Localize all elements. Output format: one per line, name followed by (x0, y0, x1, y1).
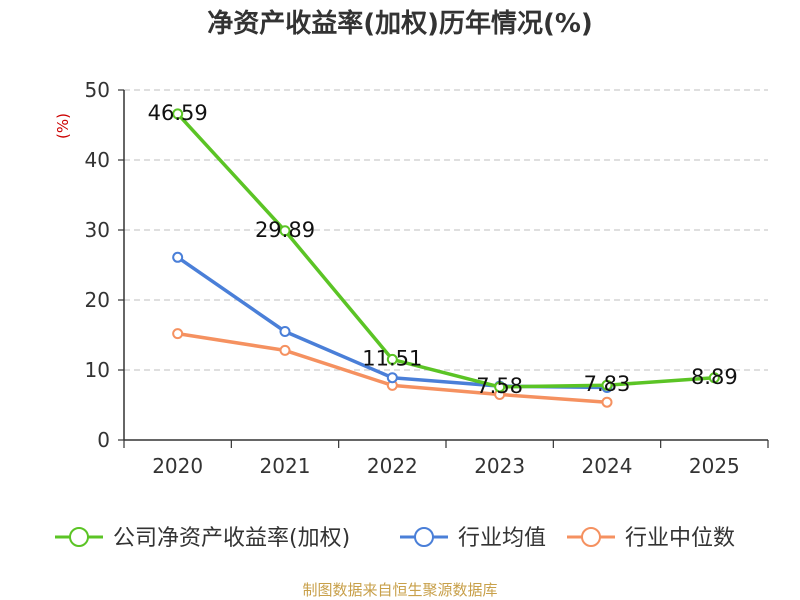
legend-label: 行业均值 (458, 526, 546, 551)
data-point[interactable] (386, 372, 398, 384)
x-tick-label: 2025 (689, 454, 740, 478)
y-tick-label: 10 (85, 358, 110, 382)
data-label: 8.89 (691, 365, 738, 389)
y-tick-label: 40 (85, 148, 110, 172)
y-tick-label: 30 (85, 218, 110, 242)
x-tick-label: 2020 (152, 454, 203, 478)
y-tick-label: 20 (85, 288, 110, 312)
data-labels: 46.59 29.89 11.51 7.58 7.83 8.89 (148, 101, 738, 398)
data-label: 7.58 (476, 374, 523, 398)
data-point[interactable] (279, 225, 291, 237)
x-tick-label: 2023 (474, 454, 525, 478)
y-tick-label: 0 (97, 428, 110, 452)
chart-title: 净资产收益率(加权)历年情况(%) (207, 8, 593, 39)
legend-label: 公司净资产收益率(加权) (113, 526, 350, 551)
source-note: 制图数据来自恒生聚源数据库 (302, 581, 497, 599)
data-label: 29.89 (255, 218, 315, 242)
legend-item[interactable]: 行业均值 (400, 526, 546, 551)
legend-marker (69, 527, 89, 547)
data-label: 7.83 (584, 372, 631, 396)
data-point[interactable] (172, 108, 184, 120)
data-label: 46.59 (148, 101, 208, 125)
data-point[interactable] (279, 344, 291, 356)
data-point[interactable] (386, 353, 398, 365)
series-layer (172, 108, 720, 408)
data-point[interactable] (601, 396, 613, 408)
data-label: 11.51 (362, 346, 422, 370)
data-point[interactable] (172, 328, 184, 340)
legend-label: 行业中位数 (625, 526, 735, 551)
data-point[interactable] (172, 251, 184, 263)
axes: 0 10 20 30 40 50 2020 2021 2022 2023 2024 2025 (85, 78, 769, 478)
legend-marker (581, 527, 601, 547)
legend-item[interactable]: 公司净资产收益率(加权) (55, 526, 350, 551)
legend-item[interactable]: 行业中位数 (567, 526, 735, 551)
data-point[interactable] (708, 372, 720, 384)
legend[interactable]: 公司净资产收益率(加权) 行业均值 行业中位数 (55, 526, 735, 551)
y-axis-label: (%) (54, 113, 72, 139)
data-point[interactable] (279, 326, 291, 337)
series-line (175, 112, 717, 389)
data-point[interactable] (494, 381, 506, 393)
data-point[interactable] (601, 379, 613, 391)
legend-marker (414, 527, 434, 547)
y-tick-label: 50 (85, 78, 110, 102)
x-tick-label: 2024 (582, 454, 633, 478)
grid-lines (124, 89, 768, 371)
x-tick-label: 2021 (260, 454, 311, 478)
x-tick-label: 2022 (367, 454, 418, 478)
